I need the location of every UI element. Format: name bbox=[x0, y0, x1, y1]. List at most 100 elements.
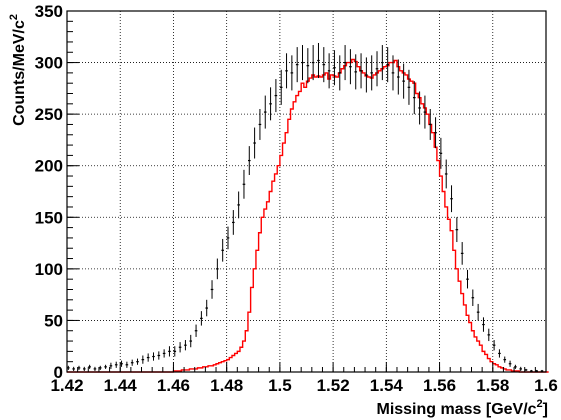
x-axis-title: Missing mass [GeV/c2] bbox=[376, 398, 548, 418]
data-point bbox=[508, 360, 512, 367]
data-point bbox=[226, 226, 230, 250]
data-point bbox=[237, 191, 240, 219]
data-point bbox=[306, 48, 310, 84]
data-point bbox=[290, 55, 294, 91]
data-point bbox=[498, 349, 501, 358]
y-tick-label: 250 bbox=[35, 105, 63, 124]
data-point bbox=[338, 55, 342, 91]
data-point bbox=[146, 353, 150, 362]
data-point bbox=[423, 95, 427, 129]
data-point bbox=[428, 108, 432, 140]
data-point bbox=[168, 346, 171, 357]
data-point bbox=[178, 342, 182, 353]
y-tick-label: 350 bbox=[35, 2, 63, 21]
data-point bbox=[136, 358, 139, 365]
data-point bbox=[114, 361, 118, 368]
data-point bbox=[279, 69, 283, 105]
data-point bbox=[141, 355, 145, 364]
data-point bbox=[152, 352, 155, 361]
data-point bbox=[311, 45, 315, 81]
y-tick-label: 300 bbox=[35, 54, 63, 73]
data-point bbox=[439, 137, 443, 169]
x-tick-label: 1.44 bbox=[104, 376, 138, 395]
y-tick-label: 100 bbox=[35, 260, 63, 279]
data-point bbox=[173, 346, 177, 357]
y-tick-label: 0 bbox=[54, 363, 63, 382]
x-tick-label: 1.5 bbox=[268, 376, 292, 395]
y-tick-label: 200 bbox=[35, 157, 63, 176]
data-point bbox=[349, 49, 352, 85]
x-tick-label: 1.46 bbox=[157, 376, 190, 395]
data-points-series bbox=[67, 42, 544, 372]
plot-frame bbox=[66, 10, 547, 373]
data-point bbox=[460, 242, 464, 265]
data-point bbox=[317, 42, 320, 79]
data-point bbox=[269, 87, 272, 121]
data-point bbox=[333, 50, 336, 86]
tick-labels: 1.42 1.44 1.46 1.48 1.5 1.52 1.54 1.56 1.58 1.6 0 5… bbox=[35, 2, 558, 395]
data-point bbox=[263, 95, 267, 129]
data-point bbox=[216, 258, 219, 280]
data-point bbox=[492, 340, 496, 351]
grid-lines bbox=[67, 11, 546, 372]
data-point bbox=[162, 349, 166, 358]
data-point bbox=[412, 81, 416, 115]
x-tick-label: 1.56 bbox=[423, 376, 456, 395]
x-tick-label: 1.48 bbox=[210, 376, 243, 395]
data-point bbox=[466, 269, 469, 289]
x-tick-label: 1.52 bbox=[317, 376, 350, 395]
data-point bbox=[322, 47, 326, 83]
data-point bbox=[365, 57, 368, 93]
data-point bbox=[184, 340, 187, 351]
data-point bbox=[130, 359, 134, 366]
data-point bbox=[125, 361, 129, 368]
data-point bbox=[109, 362, 113, 369]
data-point bbox=[402, 63, 405, 99]
y-tick-label: 50 bbox=[44, 311, 63, 330]
data-point bbox=[210, 280, 214, 299]
x-tick-label: 1.54 bbox=[370, 376, 404, 395]
data-point bbox=[450, 185, 453, 213]
data-point bbox=[200, 311, 203, 326]
data-point bbox=[354, 54, 358, 90]
simulation-histogram-line bbox=[67, 58, 549, 373]
data-point bbox=[253, 127, 256, 159]
data-point bbox=[386, 47, 389, 83]
data-point bbox=[519, 366, 523, 371]
data-point bbox=[476, 303, 480, 321]
data-point bbox=[444, 159, 448, 189]
data-point bbox=[487, 328, 491, 342]
data-point bbox=[375, 51, 379, 87]
data-point bbox=[381, 45, 384, 81]
data-point bbox=[232, 210, 235, 235]
data-point bbox=[88, 364, 91, 369]
data-point bbox=[407, 69, 411, 105]
data-point bbox=[72, 366, 75, 371]
data-point bbox=[93, 366, 97, 371]
y-axis-title: Counts/MeV/c2 bbox=[8, 14, 28, 126]
data-point bbox=[247, 146, 251, 175]
data-point bbox=[285, 53, 288, 89]
axis-ticks bbox=[66, 10, 547, 373]
data-point bbox=[274, 79, 278, 113]
data-point bbox=[82, 366, 86, 371]
data-point bbox=[455, 217, 459, 243]
data-point bbox=[418, 91, 421, 125]
data-point bbox=[343, 45, 347, 81]
data-point bbox=[205, 299, 209, 317]
data-point bbox=[301, 45, 304, 81]
data-point bbox=[370, 55, 373, 91]
data-point bbox=[359, 53, 363, 89]
x-tick-label: 1.58 bbox=[476, 376, 509, 395]
data-point bbox=[397, 59, 400, 95]
x-tick-label: 1.6 bbox=[534, 376, 558, 395]
data-point bbox=[434, 117, 437, 149]
data-point bbox=[514, 364, 517, 369]
data-point bbox=[194, 324, 198, 337]
data-point bbox=[391, 55, 395, 91]
data-point bbox=[471, 289, 475, 306]
x-tick-label: 1.42 bbox=[50, 376, 83, 395]
data-point bbox=[482, 317, 485, 332]
data-point bbox=[503, 356, 507, 363]
